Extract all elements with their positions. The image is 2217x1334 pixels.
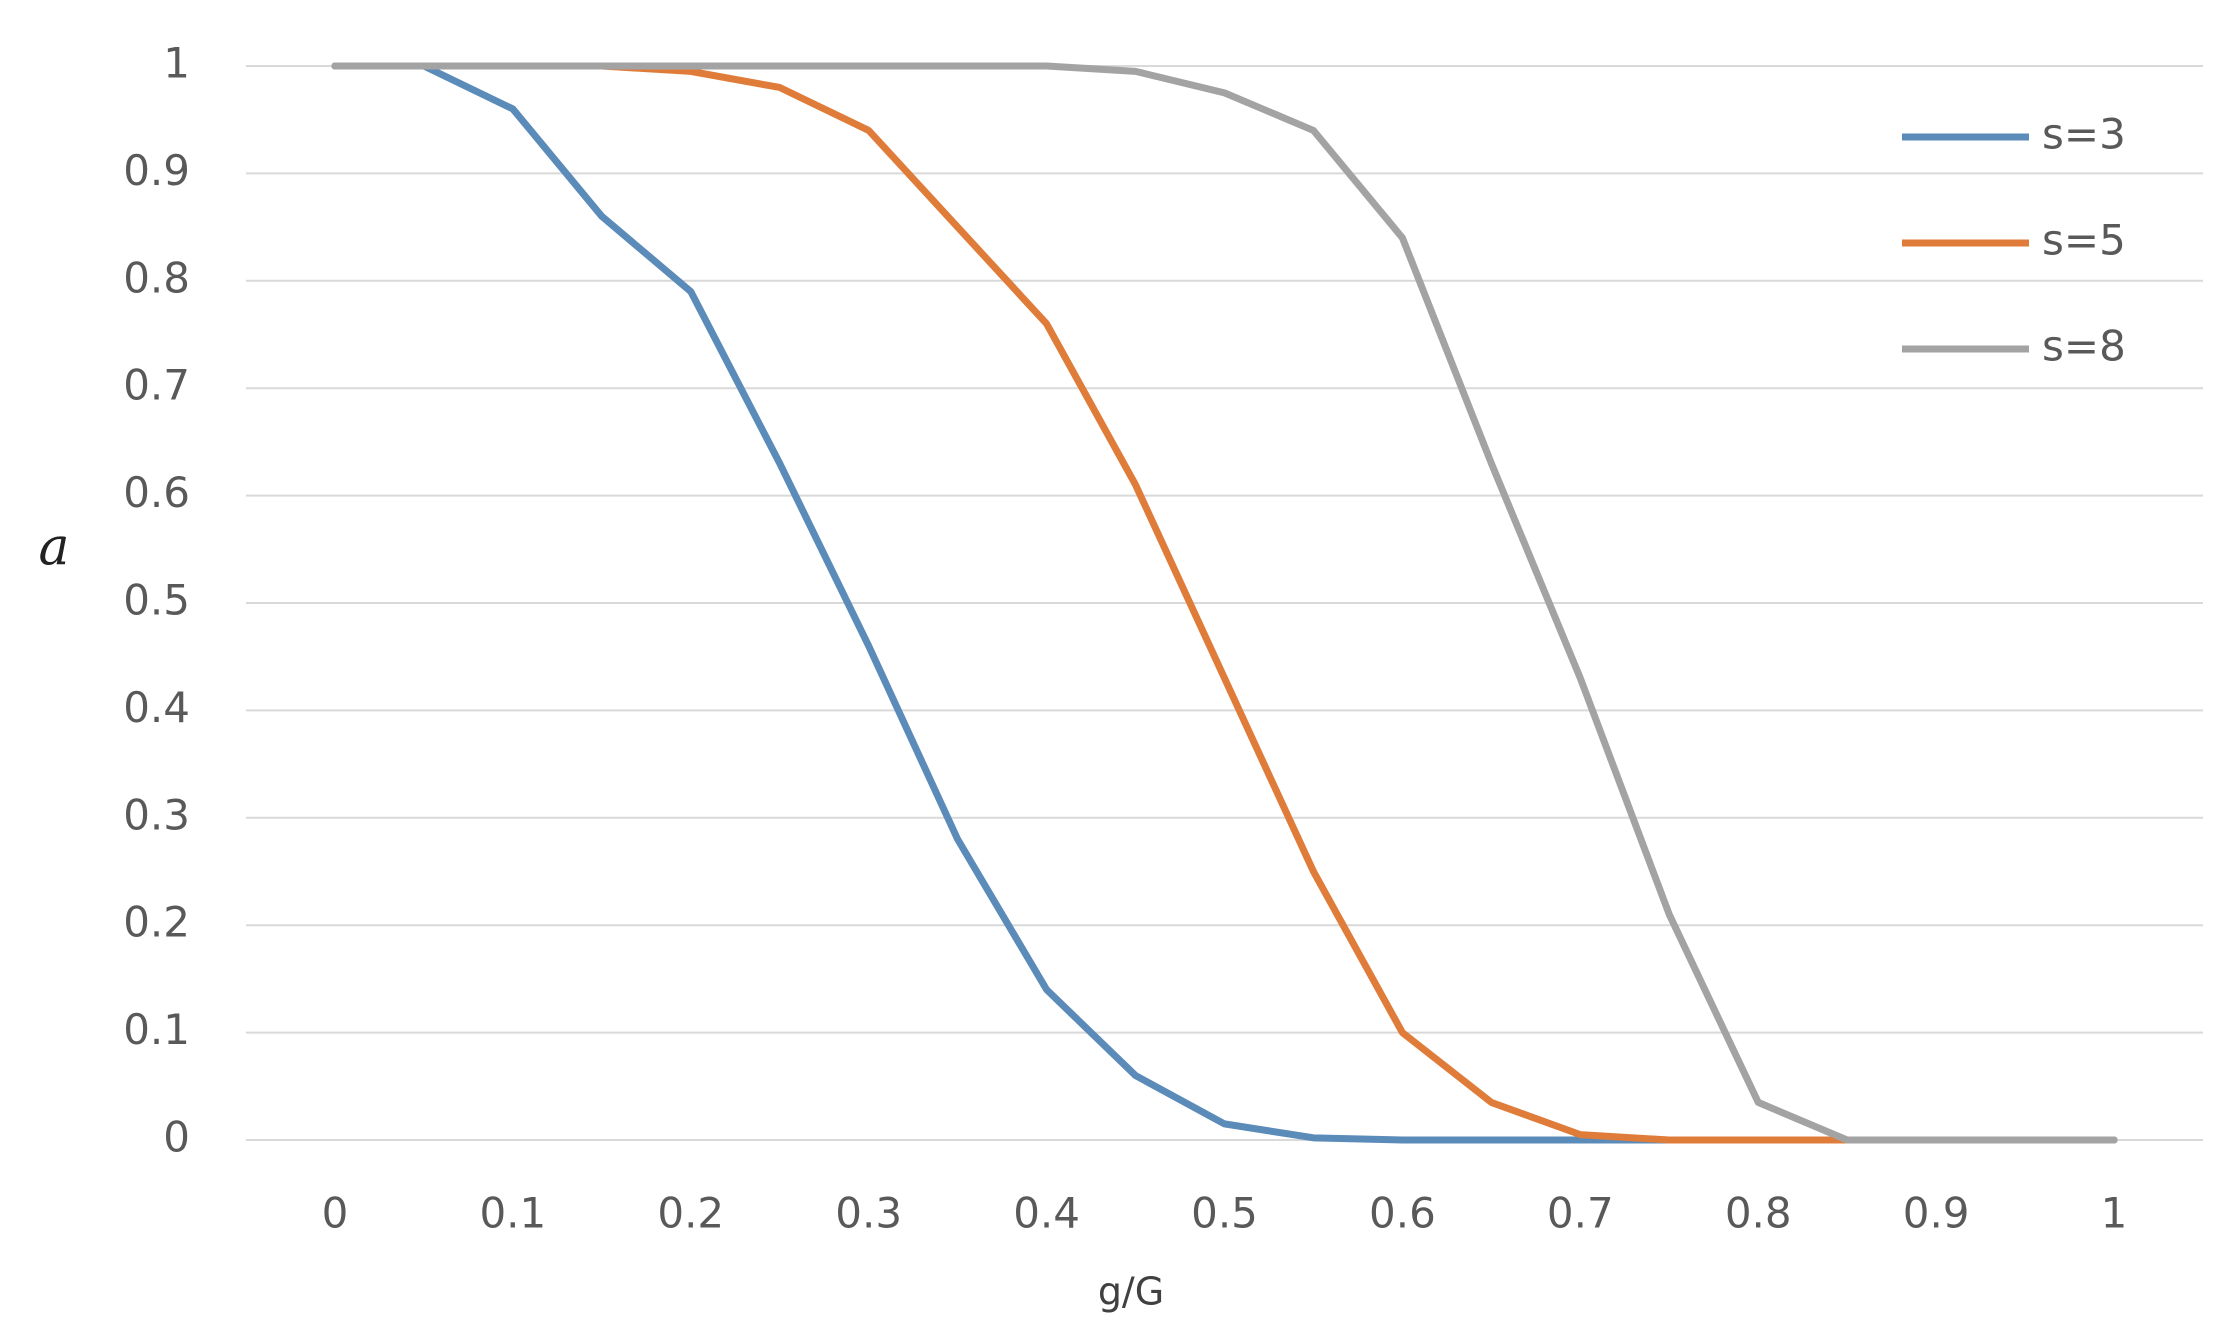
- x-tick-label: 0.1: [479, 1189, 546, 1238]
- x-tick-label: 0.6: [1369, 1189, 1436, 1238]
- x-tick-label: 0.3: [835, 1189, 902, 1238]
- series-line: [331, 62, 2118, 1144]
- y-tick-label: 0.5: [123, 576, 190, 625]
- y-axis-label: a: [38, 518, 69, 578]
- y-tick-label: 0.6: [123, 468, 190, 517]
- x-tick-label: 0.4: [1013, 1189, 1080, 1238]
- x-tick-label: 0.8: [1725, 1189, 1792, 1238]
- y-tick-label: 1: [163, 39, 190, 88]
- y-tick-label: 0.3: [123, 790, 190, 839]
- x-tick-label: 0: [322, 1189, 349, 1238]
- y-tick-label: 0: [163, 1113, 190, 1162]
- legend-label: s=3: [2042, 110, 2126, 159]
- x-tick-label: 1: [2101, 1189, 2128, 1238]
- x-tick-label: 0.9: [1903, 1189, 1970, 1238]
- y-tick-label: 0.4: [123, 683, 190, 732]
- x-tick-label: 0.2: [657, 1189, 724, 1238]
- x-axis-label: g/G: [1098, 1270, 1164, 1314]
- x-tick-label: 0.5: [1191, 1189, 1258, 1238]
- legend-label: s=8: [2042, 322, 2126, 371]
- y-tick-label: 0.2: [123, 898, 190, 947]
- y-tick-label: 0.7: [123, 361, 190, 410]
- legend-label: s=5: [2042, 216, 2126, 265]
- y-tick-label: 0.9: [123, 146, 190, 195]
- y-tick-label: 0.8: [123, 253, 190, 302]
- y-tick-label: 0.1: [123, 1005, 190, 1054]
- x-tick-label: 0.7: [1547, 1189, 1614, 1238]
